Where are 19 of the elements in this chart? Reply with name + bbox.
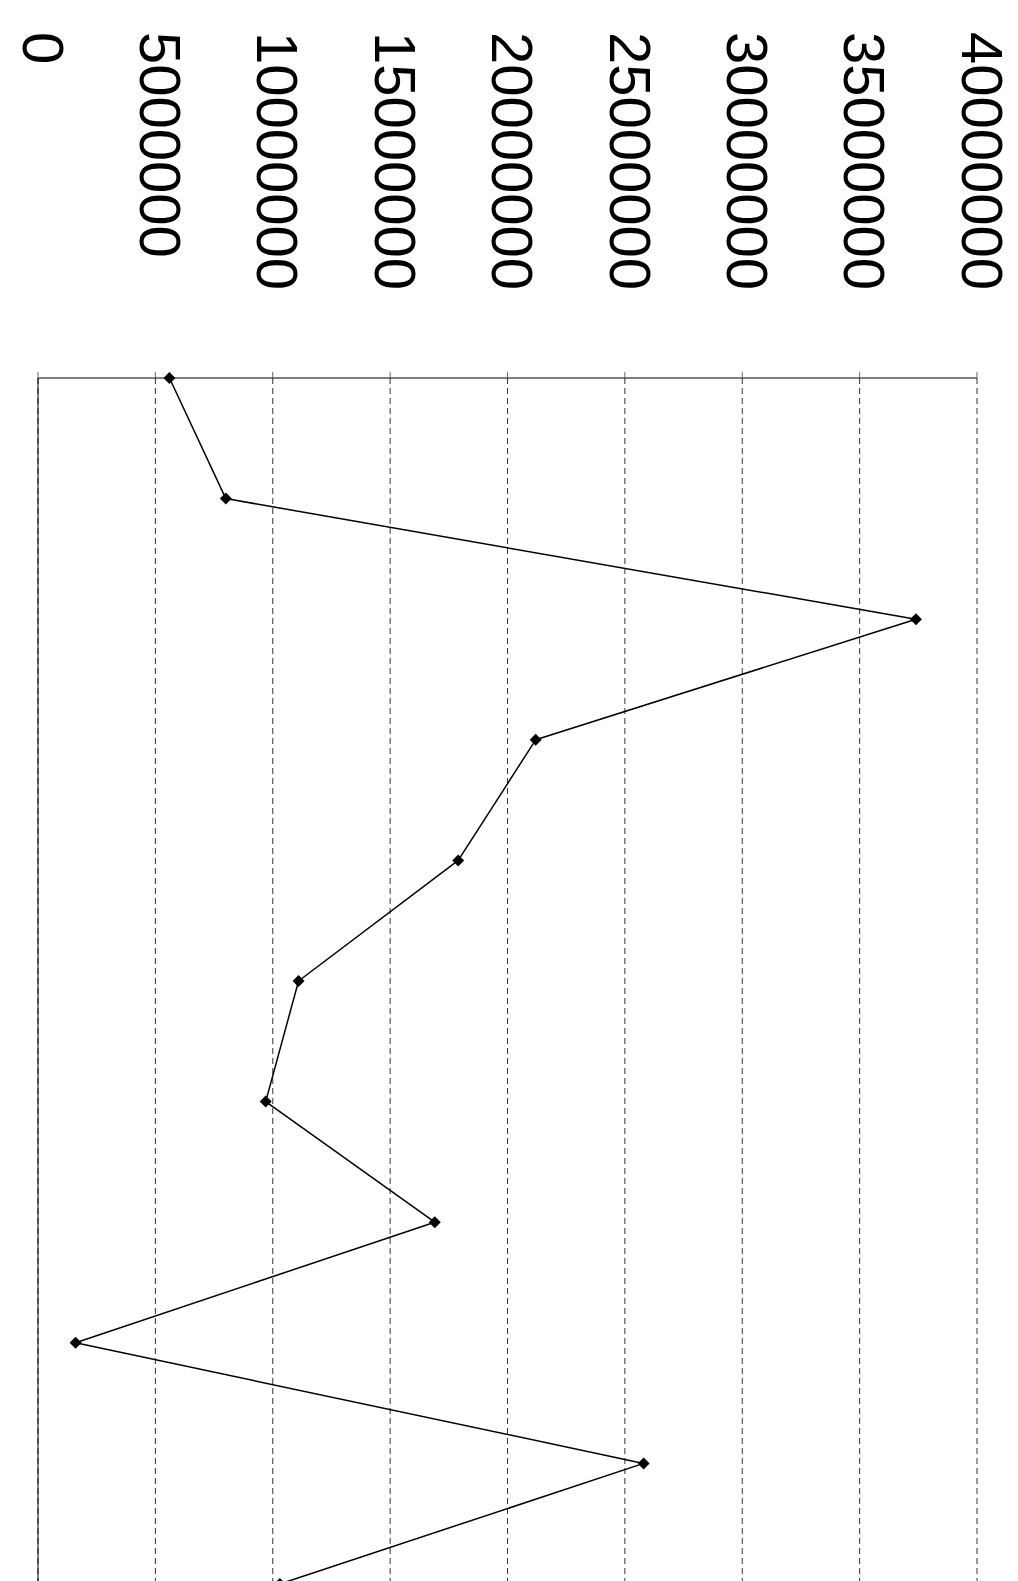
- point: [529, 733, 542, 746]
- point: [428, 1216, 441, 1229]
- x-tick-label: 20000000: [480, 32, 546, 291]
- point: [637, 1457, 650, 1470]
- point: [909, 613, 922, 626]
- point: [69, 1336, 82, 1349]
- x-tick-label: 5000000: [128, 32, 194, 258]
- x-tick-label: 10000000: [245, 32, 311, 291]
- point: [219, 492, 232, 505]
- point: [163, 372, 176, 384]
- x-tick-label: 40000000: [949, 32, 1015, 291]
- point: [292, 975, 305, 987]
- x-tick-label: 25000000: [597, 32, 663, 291]
- point: [259, 1095, 272, 1108]
- point: [452, 854, 465, 867]
- x-tick-label: 15000000: [362, 32, 428, 291]
- x-tick-label: 0: [10, 32, 76, 65]
- x-tick-label: 30000000: [714, 32, 780, 291]
- x-tick-label: 35000000: [832, 32, 898, 291]
